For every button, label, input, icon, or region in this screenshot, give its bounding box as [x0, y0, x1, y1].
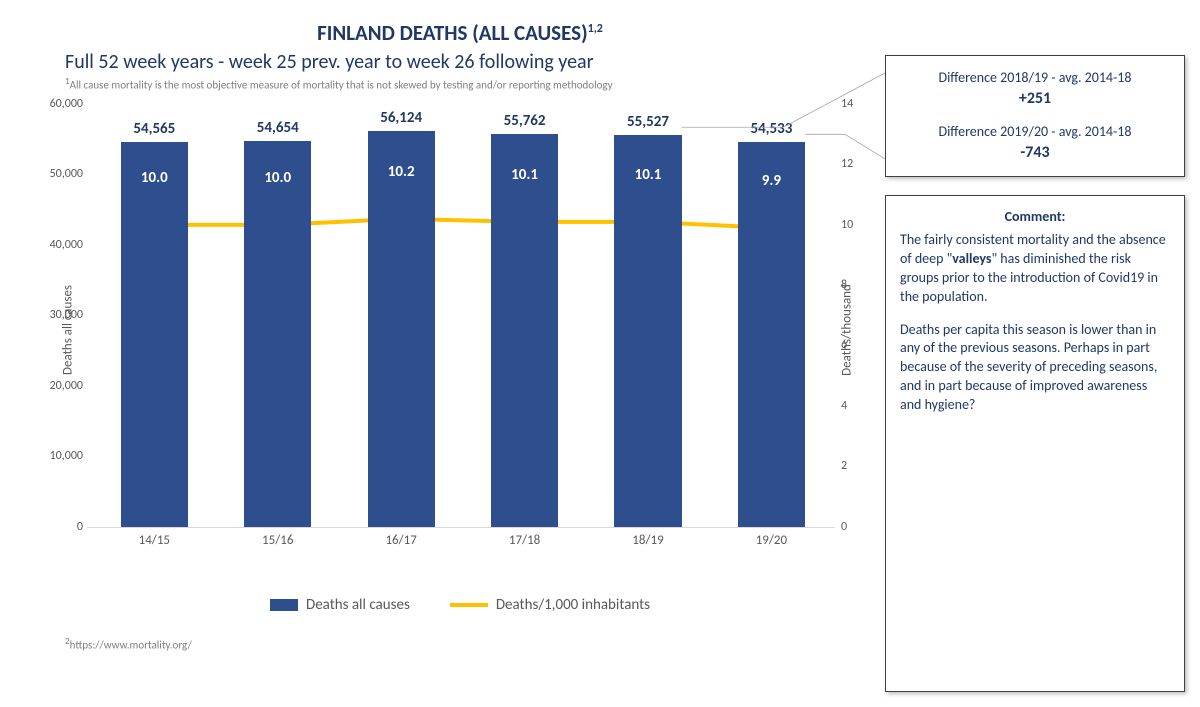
- x-category-label: 16/17: [385, 527, 416, 548]
- line-value-label: 9.9: [762, 172, 781, 190]
- legend-line-label: Deaths/1,000 inhabitants: [496, 596, 650, 614]
- plot-inner: 010,00020,00030,00040,00050,00060,000024…: [87, 104, 835, 528]
- bar-value-label: 54,654: [257, 119, 299, 141]
- bar-value-label: 55,527: [627, 113, 669, 135]
- comment-body: The fairly consistent mortality and the …: [900, 231, 1170, 415]
- bar-swatch-icon: [270, 599, 298, 611]
- legend-item-line: Deaths/1,000 inhabitants: [450, 596, 650, 614]
- y2-axis-title: Deaths/thousand: [840, 284, 855, 376]
- comment-para-2: Deaths per capita this season is lower t…: [900, 321, 1170, 415]
- main-title: FINLAND DEATHS (ALL CAUSES)1,2: [65, 20, 855, 46]
- footnote-1: 1All cause mortality is the most objecti…: [65, 76, 855, 92]
- bar-value-label: 56,124: [380, 109, 422, 131]
- comment-box: Comment: The fairly consistent mortality…: [885, 195, 1185, 692]
- legend-bar-label: Deaths all causes: [306, 596, 410, 614]
- line-value-label: 10.0: [264, 169, 291, 187]
- diff-row1-label: Difference 2018/19 - avg. 2014-18: [900, 68, 1170, 88]
- comment-title: Comment:: [900, 208, 1170, 225]
- bar: 55,527: [614, 135, 681, 526]
- bar: 54,533: [738, 142, 805, 526]
- page-container: FINLAND DEATHS (ALL CAUSES)1,2 Full 52 w…: [0, 0, 1200, 707]
- bar: 54,654: [244, 141, 311, 526]
- bar: 55,762: [491, 134, 558, 527]
- comment-para-1: The fairly consistent mortality and the …: [900, 231, 1170, 307]
- legend: Deaths all causes Deaths/1,000 inhabitan…: [65, 596, 855, 614]
- bar-value-label: 54,565: [133, 120, 175, 142]
- diff-row2-label: Difference 2019/20 - avg. 2014-18: [900, 122, 1170, 142]
- x-category-label: 19/20: [756, 527, 787, 548]
- bar-value-label: 55,762: [504, 112, 546, 134]
- side-panel: Difference 2018/19 - avg. 2014-18 +251 D…: [885, 20, 1185, 692]
- x-category-label: 14/15: [139, 527, 170, 548]
- x-category-label: 15/16: [262, 527, 293, 548]
- footnote-2: 2https://www.mortality.org/: [65, 636, 855, 652]
- line-series-svg: [87, 104, 835, 527]
- bar-value-label: 54,533: [750, 120, 792, 142]
- plot-region: Deaths all causes Deaths/thousand 010,00…: [65, 104, 855, 556]
- bar: 56,124: [368, 131, 435, 527]
- subtitle: Full 52 week years - week 25 prev. year …: [65, 50, 855, 74]
- y1-axis-title: Deaths all causes: [61, 285, 76, 375]
- line-value-label: 10.1: [511, 166, 538, 184]
- x-category-label: 17/18: [509, 527, 540, 548]
- legend-item-bar: Deaths all causes: [270, 596, 410, 614]
- bar: 54,565: [121, 142, 188, 527]
- line-value-label: 10.2: [388, 163, 415, 181]
- x-category-label: 18/19: [632, 527, 663, 548]
- line-value-label: 10.0: [141, 169, 168, 187]
- diff-row2-value: -743: [900, 142, 1170, 164]
- line-value-label: 10.1: [635, 166, 662, 184]
- chart-area: FINLAND DEATHS (ALL CAUSES)1,2 Full 52 w…: [15, 20, 885, 692]
- line-swatch-icon: [450, 603, 488, 607]
- diff-row1-value: +251: [900, 88, 1170, 110]
- difference-box: Difference 2018/19 - avg. 2014-18 +251 D…: [885, 55, 1185, 177]
